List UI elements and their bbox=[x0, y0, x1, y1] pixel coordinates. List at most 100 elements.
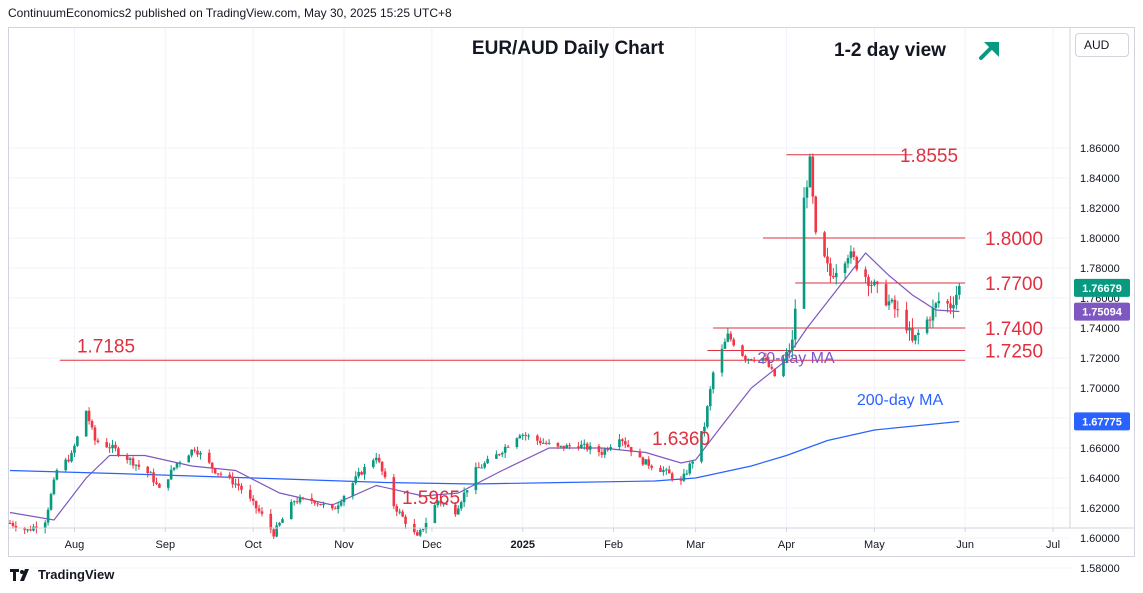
candle-body bbox=[257, 508, 261, 512]
candle bbox=[536, 434, 539, 445]
candle bbox=[439, 499, 443, 507]
candle-body bbox=[588, 446, 592, 450]
candle-body bbox=[808, 156, 812, 188]
candle-body bbox=[134, 464, 138, 466]
candle-body bbox=[199, 452, 202, 455]
candle-body bbox=[445, 503, 448, 505]
candle bbox=[196, 446, 199, 457]
candle bbox=[462, 487, 466, 507]
candle bbox=[893, 295, 897, 318]
candle bbox=[158, 483, 161, 488]
price-tag-label: 1.75094 bbox=[1082, 307, 1123, 319]
y-tick-label: 1.86000 bbox=[1080, 143, 1120, 155]
candle bbox=[474, 462, 478, 495]
candle bbox=[193, 447, 196, 453]
candle-body bbox=[682, 473, 686, 481]
candle-body bbox=[823, 232, 826, 257]
level-label: 1.8000 bbox=[985, 229, 1043, 250]
candle bbox=[638, 448, 642, 458]
candle-body bbox=[439, 500, 443, 504]
x-tick-label: Apr bbox=[778, 539, 795, 551]
candle-body bbox=[849, 251, 853, 259]
candle-body bbox=[93, 427, 97, 441]
candle-body bbox=[26, 529, 29, 531]
price-tags: 1.76679 1.75094 1.67775 bbox=[1074, 278, 1130, 431]
candle-body bbox=[917, 332, 920, 336]
candle bbox=[199, 450, 202, 460]
candle bbox=[336, 501, 340, 514]
candle-body bbox=[706, 406, 709, 427]
candle-body bbox=[169, 469, 173, 480]
candle-body bbox=[785, 352, 788, 359]
candle bbox=[445, 500, 448, 506]
candle bbox=[864, 266, 867, 284]
candle-body bbox=[773, 368, 777, 377]
candle bbox=[884, 279, 888, 307]
candle-body bbox=[213, 468, 217, 474]
point-label: 1.5965 bbox=[402, 488, 460, 509]
candle bbox=[688, 461, 692, 476]
candle bbox=[166, 479, 170, 491]
candle-body bbox=[893, 299, 897, 310]
candle-body bbox=[843, 263, 847, 273]
candle bbox=[374, 452, 378, 464]
candle bbox=[852, 247, 856, 261]
candle-body bbox=[814, 196, 818, 233]
candle bbox=[679, 475, 683, 485]
currency-selector[interactable]: AUD bbox=[1075, 33, 1129, 57]
candle bbox=[597, 443, 601, 457]
candle-body bbox=[544, 442, 548, 444]
candle-body bbox=[310, 498, 314, 502]
candle bbox=[565, 443, 568, 449]
candle-body bbox=[641, 457, 645, 465]
candle bbox=[392, 474, 396, 510]
candle-body bbox=[210, 462, 214, 469]
candle bbox=[372, 458, 375, 469]
ma20-path bbox=[9, 252, 960, 521]
candle-body bbox=[149, 472, 152, 474]
candle-body bbox=[644, 459, 648, 465]
x-tick-label: Oct bbox=[245, 539, 262, 551]
candle-body bbox=[254, 500, 258, 509]
candle-body bbox=[911, 328, 914, 341]
candle-body bbox=[791, 339, 794, 351]
candle bbox=[887, 294, 891, 310]
candle-body bbox=[415, 532, 419, 536]
candle bbox=[272, 527, 275, 540]
candle-body bbox=[228, 474, 232, 478]
candle-body bbox=[826, 256, 829, 264]
candle bbox=[190, 449, 193, 458]
candle bbox=[747, 358, 750, 364]
candle-body bbox=[603, 449, 607, 455]
candle-body bbox=[32, 526, 35, 531]
candle bbox=[257, 504, 261, 514]
candle-body bbox=[626, 444, 630, 447]
candle bbox=[134, 464, 138, 471]
candle-body bbox=[454, 504, 457, 515]
candle bbox=[70, 450, 73, 463]
candle bbox=[773, 368, 777, 377]
candle-body bbox=[456, 508, 460, 515]
candle-body bbox=[747, 359, 750, 361]
candle bbox=[829, 257, 832, 284]
footer-brand: TradingView bbox=[38, 567, 115, 582]
candle bbox=[826, 247, 829, 273]
candle-body bbox=[43, 522, 47, 529]
candle-body bbox=[166, 479, 170, 488]
x-tick-label: Nov bbox=[334, 539, 354, 551]
y-tick-label: 1.62000 bbox=[1080, 503, 1120, 515]
candle-body bbox=[289, 502, 293, 520]
candle bbox=[178, 460, 182, 468]
candle bbox=[380, 461, 384, 476]
ma200-path bbox=[9, 420, 960, 485]
candle bbox=[281, 517, 284, 523]
candle bbox=[14, 521, 18, 532]
candle bbox=[251, 495, 255, 506]
candle bbox=[691, 460, 694, 469]
candle-body bbox=[234, 483, 237, 485]
candle-body bbox=[483, 463, 486, 468]
candle-body bbox=[292, 501, 296, 503]
candle bbox=[316, 501, 319, 507]
price-tag-label: 1.76679 bbox=[1082, 283, 1122, 295]
